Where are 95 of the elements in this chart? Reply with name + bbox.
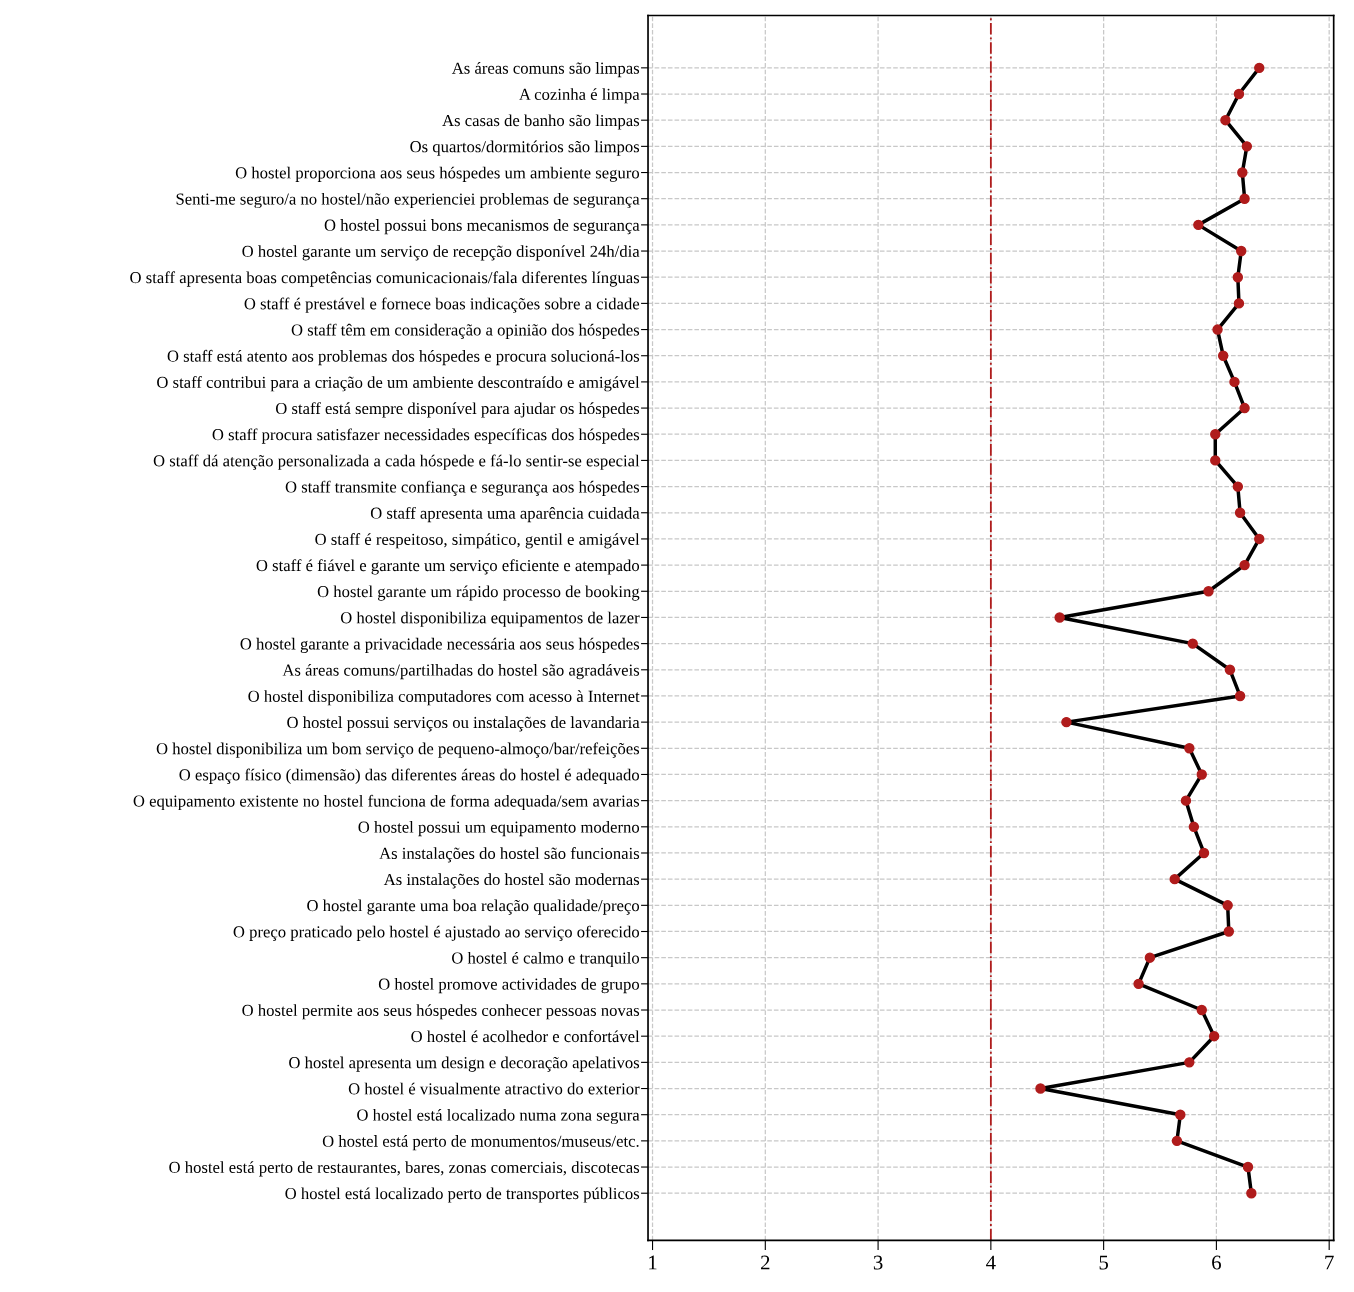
- point: [1229, 376, 1240, 388]
- y-tick-label: As áreas comuns são limpas: [451, 62, 640, 78]
- y-tick-label: O staff apresenta boas competências comunicacionais/fala diferentes línguas: [130, 271, 640, 287]
- y-tick-label: O hostel garante um serviço de recepção disponível 24h/dia: [242, 245, 640, 261]
- y-tick-label: O espaço físico (dimensão) das diferentes áreas do hostel é adequado: [179, 768, 640, 784]
- x-tick-label: 2: [761, 1255, 770, 1270]
- point: [1217, 350, 1229, 361]
- y-tick-label: As instalações do hostel são modernas: [383, 873, 640, 889]
- y-tick-label: O hostel está localizado perto de transportes públicos: [285, 1187, 640, 1203]
- point: [1203, 586, 1214, 597]
- y-tick-label: O hostel é calmo e tranquilo: [452, 951, 640, 968]
- point: [1188, 821, 1200, 833]
- x-tick-label: 6: [1212, 1255, 1221, 1270]
- x-tick-label: 3: [873, 1255, 883, 1270]
- point: [1180, 795, 1192, 806]
- y-tick-label: Os quartos/dormitórios são limpos: [410, 140, 640, 156]
- point: [1223, 926, 1235, 937]
- point: [1233, 88, 1245, 100]
- y-tick-label: O hostel promove actividades de grupo: [378, 978, 640, 994]
- y-tick-label: A cozinha é limpa: [519, 88, 640, 104]
- y-tick-label: O hostel está perto de monumentos/museus/etc.: [322, 1135, 639, 1151]
- y-tick-label: O hostel possui serviços ou instalações de lavandaria: [287, 716, 640, 732]
- point: [1054, 612, 1065, 623]
- y-tick-label: O staff apresenta uma aparência cuidada: [370, 506, 640, 523]
- y-tick-label: O staff dá atenção personalizada a cada hóspede e fá-lo sentir-se especial: [153, 454, 640, 470]
- y-tick-label: O hostel disponibiliza um bom serviço de pequeno-almoço/bar/refeições: [156, 742, 640, 758]
- y-tick-label: As casas de banho são limpas: [442, 114, 640, 130]
- y-tick-label: O staff é fiável e garante um serviço eficiente e atempado: [256, 559, 640, 575]
- point: [1232, 272, 1244, 283]
- point: [1196, 1004, 1207, 1016]
- point: [1169, 873, 1180, 885]
- y-tick-label: O staff têm em consideração a opinião dos hóspedes: [291, 323, 640, 339]
- y-tick-label: O hostel garante uma boa relação qualidade/preço: [307, 899, 640, 915]
- point: [1246, 1188, 1257, 1199]
- y-tick-label: O hostel possui bons mecanismos de segurança: [324, 219, 640, 235]
- point: [1242, 1161, 1254, 1173]
- point: [1133, 978, 1144, 990]
- point: [1175, 1109, 1186, 1120]
- y-tick-label: O staff é prestável e fornece boas indicações sobre a cidade: [244, 297, 640, 313]
- point: [1234, 690, 1246, 702]
- point: [1193, 219, 1204, 231]
- y-tick-label: As áreas comuns/partilhadas do hostel são agradáveis: [282, 663, 640, 680]
- y-tick-label: O hostel proporciona aos seus hóspedes um ambiente seguro: [235, 166, 640, 182]
- point: [1210, 429, 1221, 440]
- point: [1239, 402, 1250, 414]
- point: [1144, 952, 1156, 963]
- point: [1208, 1030, 1220, 1042]
- point: [1184, 1057, 1195, 1068]
- point: [1239, 559, 1250, 571]
- y-tick-label: O staff procura satisfazer necessidades específicas dos hóspedes: [212, 428, 640, 444]
- point: [1237, 167, 1248, 178]
- y-tick-label: O hostel é visualmente atractivo do exterior: [348, 1082, 640, 1095]
- y-tick-label: O staff está sempre disponível para ajudar os hóspedes: [275, 402, 640, 418]
- point: [1222, 900, 1233, 911]
- point: [1061, 716, 1072, 728]
- point: [1220, 114, 1231, 126]
- y-tick-label: O hostel apresenta um design e decoração apelativos: [289, 1056, 640, 1072]
- point: [1234, 507, 1246, 518]
- y-tick-label: O equipamento existente no hostel funciona de forma adequada/sem avarias: [133, 794, 640, 811]
- y-tick-label: O staff transmite confiança e segurança aos hóspedes: [285, 480, 640, 497]
- y-tick-label: O preço praticado pelo hostel é ajustado ao serviço oferecido: [233, 925, 640, 941]
- point: [1187, 638, 1198, 649]
- x-tick-label: 7: [1325, 1255, 1334, 1270]
- y-tick-label: O hostel permite aos seus hóspedes conhecer pessoas novas: [242, 1004, 640, 1020]
- point: [1239, 193, 1250, 204]
- y-tick-label: O hostel possui um equipamento moderno: [358, 821, 640, 837]
- point: [1241, 141, 1253, 152]
- y-tick-label: O hostel disponibiliza equipamentos de lazer: [340, 611, 640, 627]
- y-tick-label: O hostel garante um rápido processo de booking: [317, 585, 640, 601]
- y-tick-label: O hostel garante a privacidade necessária aos seus hóspedes: [240, 637, 640, 654]
- point: [1212, 324, 1223, 335]
- point: [1184, 743, 1195, 754]
- x-tick-label: 1: [649, 1255, 657, 1270]
- y-tick-label: O hostel está perto de restaurantes, bares, zonas comerciais, discotecas: [169, 1161, 640, 1177]
- y-tick-label: O staff está atento aos problemas dos hóspedes e procura solucioná-los: [167, 349, 640, 366]
- point: [1210, 455, 1221, 466]
- point: [1198, 847, 1210, 859]
- y-tick-label: O hostel disponibiliza computadores com acesso à Internet: [248, 690, 640, 706]
- point: [1232, 481, 1244, 492]
- y-tick-label: Senti-me seguro/a no hostel/não experienciei problemas de segurança: [176, 192, 640, 209]
- point: [1236, 245, 1247, 257]
- point: [1254, 62, 1265, 74]
- x-tick-label: 4: [986, 1255, 996, 1270]
- y-tick-label: O hostel está localizado numa zona segura: [357, 1108, 640, 1125]
- y-tick-label: O staff é respeitoso, simpático, gentil e amigável: [315, 533, 640, 549]
- point: [1035, 1083, 1046, 1094]
- point: [1196, 769, 1207, 780]
- point: [1224, 664, 1236, 675]
- x-tick-label: 5: [1099, 1255, 1109, 1270]
- point: [1233, 298, 1245, 309]
- point: [1254, 533, 1265, 545]
- y-tick-label: O hostel é acolhedor e confortável: [411, 1030, 640, 1043]
- y-tick-label: As instalações do hostel são funcionais: [379, 847, 640, 863]
- y-tick-label: O staff contribui para a criação de um ambiente descontraído e amigável: [157, 376, 640, 392]
- point: [1171, 1135, 1183, 1147]
